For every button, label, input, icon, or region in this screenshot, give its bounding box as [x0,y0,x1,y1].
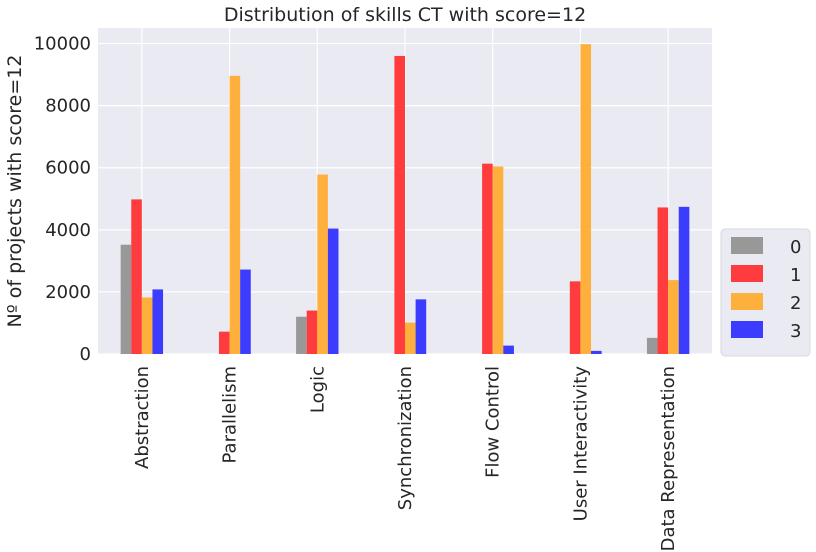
y-tick-label: 6000 [45,158,91,179]
bars [120,44,690,355]
bar-series-3 [678,206,690,354]
x-tick-label: User Interactivity [570,366,591,522]
y-tick-label: 10000 [34,34,91,55]
legend-swatch [731,321,763,338]
x-tick-label: Parallelism [220,366,241,464]
y-tick-label: 0 [80,344,91,365]
legend: 0 1 2 3 [720,228,811,357]
bar-series-3 [503,345,514,354]
bar-series-1 [394,55,405,354]
bar-series-3 [152,289,164,354]
x-tick-label: Data Representation [658,366,679,551]
legend-swatch [731,293,763,310]
bar-series-2 [668,280,679,354]
bar-series-2 [317,174,328,354]
legend-label: 2 [790,293,801,314]
bar-series-1 [657,207,669,354]
bar-series-3 [240,269,251,354]
bar-series-2 [405,322,416,354]
x-tick-label: Flow Control [483,366,504,478]
bar-series-2 [580,44,592,354]
bar-series-1 [131,199,142,354]
chart-title: Distribution of skills CT with score=12 [224,4,586,26]
legend-label: 1 [790,265,801,286]
bar-series-2 [492,166,504,354]
bar-series-3 [591,350,602,354]
legend-swatch [731,265,763,282]
legend-label: 3 [790,321,801,342]
y-axis-label: Nº of projects with score=12 [4,55,26,328]
y-tick-label: 4000 [45,220,91,241]
bar-series-1 [569,281,581,354]
x-tick-label: Abstraction [132,366,153,469]
x-tick-label: Synchronization [395,366,416,510]
bar-series-3 [415,299,427,354]
bar-series-0 [646,337,658,354]
legend-label: 0 [790,237,801,258]
y-tick-label: 2000 [45,282,91,303]
bar-series-1 [218,331,230,354]
bar-series-1 [482,163,493,354]
bar-series-2 [229,75,241,355]
bar-series-1 [306,310,318,354]
bar-series-0 [296,316,307,354]
x-tick-labels: Abstraction Parallelism Logic Synchronizati… [132,366,679,552]
bar-series-0 [120,244,132,354]
y-tick-label: 8000 [45,96,91,117]
bar-series-3 [327,228,339,354]
y-tick-labels: 0 2000 4000 6000 8000 10000 [34,34,91,365]
x-tick-label: Logic [307,366,328,413]
bar-series-2 [141,297,153,354]
legend-swatch [731,237,763,254]
